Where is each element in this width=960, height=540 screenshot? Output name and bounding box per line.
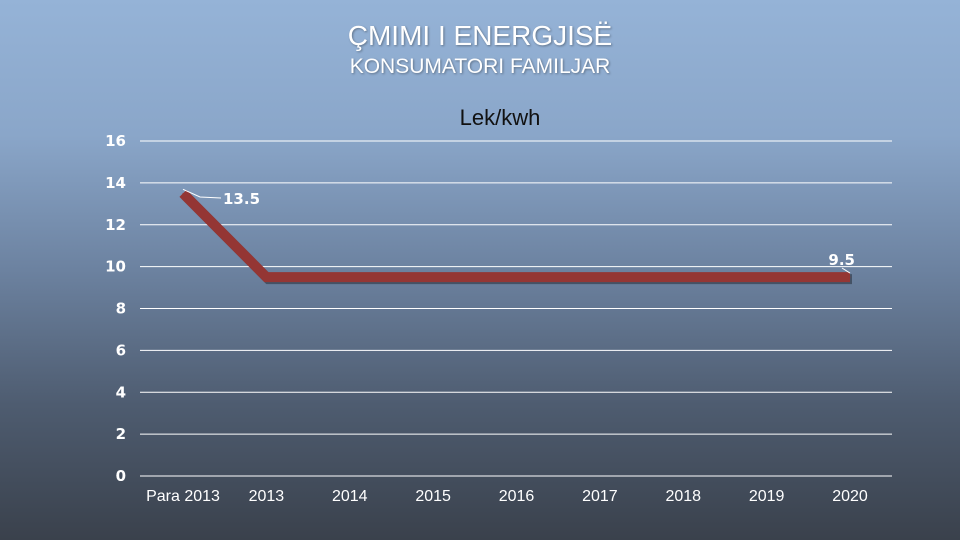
x-tick-label: 2013	[249, 488, 285, 505]
y-tick-label: 12	[105, 216, 126, 234]
x-tick-label: 2019	[749, 488, 785, 505]
x-tick-label: 2017	[582, 488, 618, 505]
data-point	[265, 276, 267, 278]
data-label-leader	[182, 188, 222, 199]
data-label-leader	[841, 267, 851, 274]
x-tick-label: Para 2013	[146, 488, 220, 505]
data-point	[432, 276, 434, 278]
chart-main-title: ÇMIMI I ENERGJISË	[347, 20, 613, 51]
data-point	[682, 276, 684, 278]
data-point	[766, 276, 768, 278]
x-tick-label: 2020	[832, 488, 868, 505]
y-tick-label: 8	[116, 300, 126, 318]
y-axis-ticks: 0 2 4 6 8 10 12 14 16	[105, 132, 126, 485]
data-point	[599, 276, 601, 278]
y-tick-label: 2	[116, 425, 126, 443]
y-tick-label: 4	[116, 383, 126, 401]
y-tick-label: 10	[105, 258, 126, 276]
y-tick-label: 0	[116, 467, 126, 485]
chart-subtitle: KONSUMATORI FAMILJAR	[349, 55, 611, 78]
data-labels: 13.5 9.5	[182, 188, 855, 274]
data-point	[182, 192, 184, 194]
y-tick-label: 14	[105, 174, 126, 192]
y-tick-label: 6	[116, 341, 126, 359]
x-tick-label: 2016	[499, 488, 535, 505]
data-points	[182, 192, 851, 278]
x-axis-ticks: Para 2013 2013 2014 2015 2016 2017 2018 2019 202…	[146, 488, 868, 505]
data-point	[849, 276, 851, 278]
data-point	[516, 276, 517, 278]
y-tick-label: 16	[105, 132, 126, 150]
x-tick-label: 2015	[415, 488, 451, 505]
data-label: 13.5	[223, 190, 260, 208]
x-tick-label: 2018	[665, 488, 701, 505]
x-tick-label: 2014	[332, 488, 368, 505]
gridlines	[140, 140, 892, 477]
series-line	[179, 189, 850, 283]
data-point	[349, 276, 351, 278]
data-label: 9.5	[828, 251, 855, 269]
chart-title: Lek/kwh	[459, 105, 541, 130]
